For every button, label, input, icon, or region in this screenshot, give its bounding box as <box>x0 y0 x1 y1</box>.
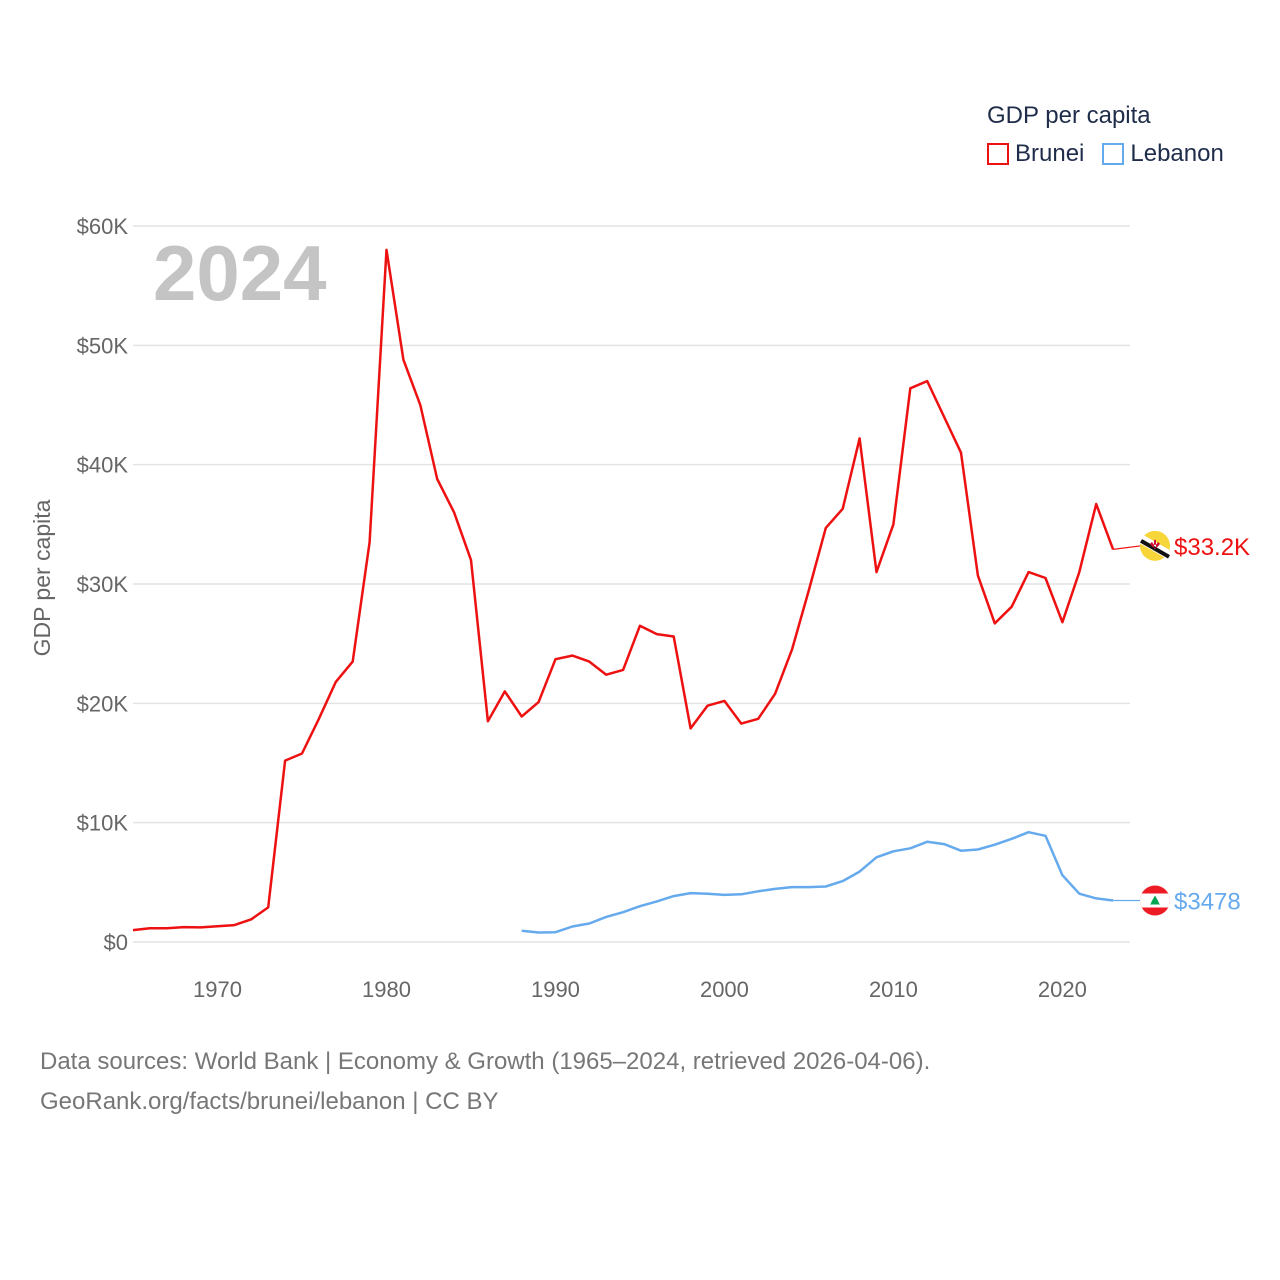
x-tick-label: 1990 <box>531 977 580 1002</box>
legend-item-brunei[interactable]: Brunei <box>987 140 1084 168</box>
y-tick-label: $50K <box>77 333 129 358</box>
end-markers: $33.2K $3478 <box>1138 530 1250 916</box>
year-overlay: 2024 <box>153 229 327 317</box>
footer: Data sources: World Bank | Economy & Gro… <box>40 1042 930 1122</box>
y-tick-label: $60K <box>77 214 129 239</box>
y-tick-label: $0 <box>104 930 128 955</box>
series-line-lebanon <box>521 830 1114 934</box>
source-url-text[interactable]: GeoRank.org/facts/brunei/lebanon | CC BY <box>40 1088 499 1115</box>
legend-item-lebanon[interactable]: Lebanon <box>1102 140 1224 168</box>
legend-title: GDP per capita <box>987 102 1151 129</box>
x-tick-label: 1970 <box>193 977 242 1002</box>
x-tick-label: 2020 <box>1038 977 1087 1002</box>
x-tick-label: 2000 <box>700 977 749 1002</box>
y-tick-label: $10K <box>77 811 129 836</box>
brunei-flag-emblem <box>1150 539 1160 549</box>
lebanon-flag-cedar <box>1150 895 1160 905</box>
brunei-flag-icon <box>1138 530 1172 561</box>
series-connector-brunei <box>1113 545 1142 550</box>
y-axis: $0 $10K $20K $30K $40K $50K $60K <box>77 214 129 955</box>
y-tick-label: $20K <box>77 691 129 716</box>
legend-label-lebanon: Lebanon <box>1130 140 1224 167</box>
end-value-label-lebanon: $3478 <box>1174 888 1241 915</box>
lebanon-flag-body <box>1140 885 1170 916</box>
series-line-brunei <box>132 248 1115 932</box>
gridlines <box>133 225 1130 943</box>
legend-swatch-lebanon <box>1102 143 1125 165</box>
y-axis-title: GDP per capita <box>29 499 55 656</box>
x-axis: 1970 1980 1990 2000 2010 2020 <box>193 977 1087 1002</box>
series-lines <box>132 248 1142 934</box>
y-tick-label: $40K <box>77 453 129 478</box>
x-tick-label: 2010 <box>869 977 918 1002</box>
legend: GDP per capita Brunei Lebanon <box>987 100 1242 168</box>
end-value-label-brunei: $33.2K <box>1174 534 1250 561</box>
y-tick-label: $30K <box>77 572 129 597</box>
lebanon-flag-icon <box>1140 885 1170 916</box>
x-tick-label: 1980 <box>362 977 411 1002</box>
legend-swatch-brunei <box>987 143 1009 165</box>
data-sources-text: Data sources: World Bank | Economy & Gro… <box>40 1048 931 1075</box>
legend-label-brunei: Brunei <box>1015 140 1085 167</box>
